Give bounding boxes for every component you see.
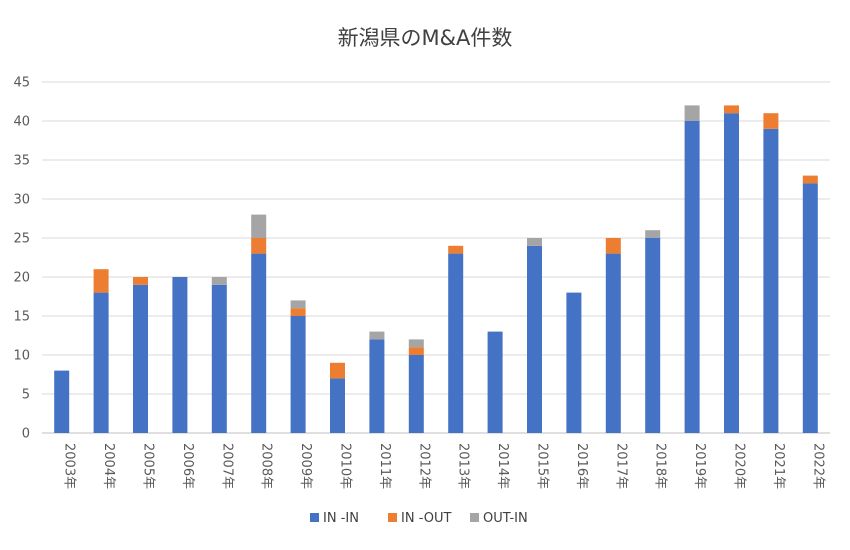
bar-segment <box>290 316 306 433</box>
bar-segment <box>251 253 267 433</box>
bar-segment <box>133 284 148 433</box>
bar-segment <box>251 214 267 238</box>
bars <box>54 105 818 434</box>
y-tick-label: 40 <box>13 115 30 130</box>
x-tick-label: 2018年 <box>653 443 668 489</box>
x-tick-label: 2015年 <box>535 443 550 489</box>
bar-segment <box>645 230 661 238</box>
x-tick-label: 2011年 <box>377 443 392 489</box>
y-tick-label: 5 <box>22 388 30 403</box>
x-tick-label: 2009年 <box>298 443 313 489</box>
x-tick-label: 2013年 <box>456 443 471 489</box>
bar-segment <box>93 269 109 293</box>
bar-segment <box>330 378 345 433</box>
x-tick-label: 2007年 <box>219 443 234 489</box>
y-tick-label: 45 <box>13 76 30 91</box>
bar-segment <box>93 292 109 433</box>
y-tick-label: 0 <box>22 427 30 442</box>
y-tick-label: 15 <box>13 310 30 325</box>
x-tick-label: 2012年 <box>416 443 431 489</box>
legend-swatch <box>310 513 319 522</box>
bar-segment <box>645 238 661 433</box>
bar-segment <box>369 339 385 433</box>
bar-segment <box>408 355 424 433</box>
x-tick-label: 2004年 <box>101 443 116 489</box>
bar-segment <box>211 284 227 433</box>
y-tick-label: 30 <box>13 193 30 208</box>
chart-title: 新潟県のM&A件数 <box>338 26 513 50</box>
bar-segment <box>251 238 267 254</box>
legend-swatch <box>470 513 479 522</box>
bar-segment <box>330 362 345 379</box>
bar-segment <box>448 245 464 254</box>
x-tick-label: 2014年 <box>495 443 510 489</box>
legend-label: IN -IN <box>323 511 359 526</box>
bar-segment <box>763 128 779 434</box>
bar-segment <box>605 253 621 433</box>
bar-segment <box>802 183 818 433</box>
bar-segment <box>487 331 503 433</box>
y-tick-label: 20 <box>13 271 30 286</box>
legend-label: OUT-IN <box>483 511 528 526</box>
x-tick-label: 2022年 <box>810 443 825 489</box>
x-tick-label: 2016年 <box>574 443 589 489</box>
bar-segment <box>54 370 70 433</box>
bar-segment <box>802 175 818 184</box>
x-tick-label: 2017年 <box>613 443 628 489</box>
gridlines <box>42 81 830 434</box>
x-tick-label: 2006年 <box>180 443 195 489</box>
bar-segment <box>527 238 542 246</box>
bar-segment <box>211 277 227 285</box>
bar-segment <box>724 113 739 433</box>
bar-segment <box>684 121 700 433</box>
bar-segment <box>369 331 385 340</box>
x-tick-label: 2010年 <box>338 443 353 489</box>
x-tick-label: 2003年 <box>62 443 77 489</box>
legend-label: IN -OUT <box>401 511 451 526</box>
bar-segment <box>172 277 188 433</box>
bar-segment <box>290 308 306 316</box>
y-tick-label: 35 <box>13 154 30 169</box>
bar-segment <box>448 253 464 433</box>
bar-segment <box>605 238 621 254</box>
bar-segment <box>763 113 779 129</box>
y-axis: 0 5 10 15 20 25 30 35 40 45 <box>13 76 30 442</box>
y-tick-label: 25 <box>13 232 30 247</box>
x-tick-label: 2021年 <box>771 443 786 489</box>
x-tick-label: 2020年 <box>732 443 747 489</box>
legend: IN -IN IN -OUT OUT-IN <box>310 511 528 526</box>
bar-segment <box>566 292 582 433</box>
x-tick-label: 2019年 <box>692 443 707 489</box>
bar-segment <box>527 245 542 433</box>
bar-segment <box>724 105 739 114</box>
legend-swatch <box>388 513 397 522</box>
bar-segment <box>408 339 424 348</box>
y-tick-label: 10 <box>13 349 30 364</box>
x-tick-label: 2005年 <box>141 443 156 489</box>
bar-segment <box>290 300 306 309</box>
bar-segment <box>684 105 700 121</box>
x-axis: 2003年 2004年 2005年 2006年 2007年 2008年 2009年 2010年… <box>62 443 826 489</box>
bar-segment <box>133 277 148 285</box>
x-tick-label: 2008年 <box>259 443 274 489</box>
bar-segment <box>408 347 424 355</box>
